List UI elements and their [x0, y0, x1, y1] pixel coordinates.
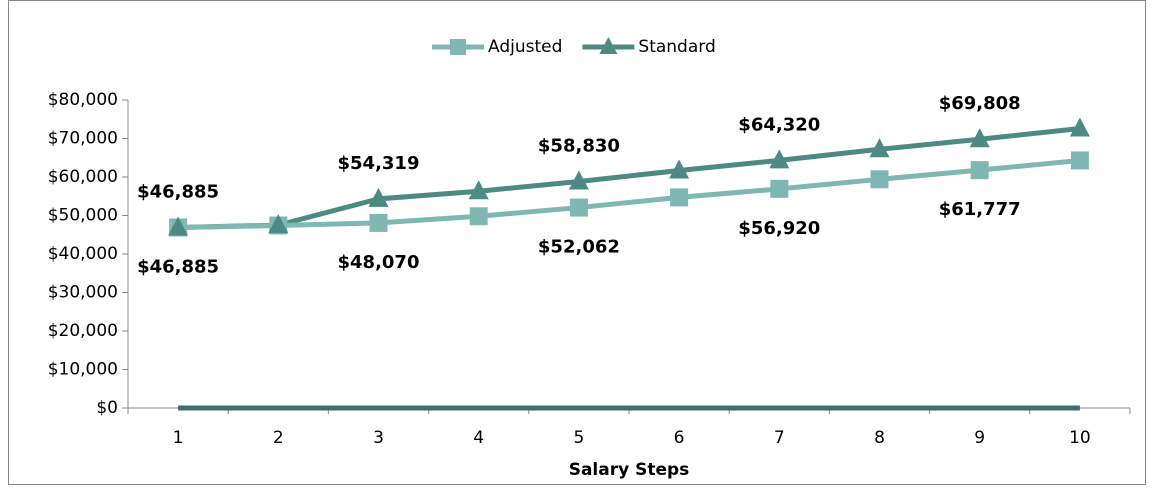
y-tick-label: $40,000: [48, 244, 118, 264]
data-label: $69,808: [939, 93, 1021, 114]
marker: [568, 170, 589, 190]
marker: [368, 187, 389, 207]
legend-marker: [599, 37, 618, 54]
marker: [268, 214, 289, 234]
legend-label: Adjusted: [488, 37, 562, 57]
legend-marker: [450, 39, 466, 55]
data-label: $54,319: [338, 153, 420, 174]
y-tick-label: $20,000: [48, 321, 118, 341]
marker: [469, 207, 488, 226]
series-line: [178, 157, 1081, 230]
legend-label: Standard: [638, 37, 715, 57]
marker: [1069, 117, 1090, 137]
data-label: $58,830: [538, 136, 620, 157]
y-tick-label: $50,000: [48, 206, 118, 226]
y-tick-label: $0: [96, 398, 118, 418]
x-tick-label: 8: [874, 428, 885, 448]
x-axis-title: Salary Steps: [569, 460, 690, 480]
x-tick-label: 4: [473, 428, 484, 448]
x-tick-label: 6: [674, 428, 685, 448]
data-label: $61,777: [939, 199, 1021, 220]
data-label: $48,070: [338, 252, 420, 273]
marker: [369, 213, 388, 232]
x-tick-label: 3: [373, 428, 384, 448]
data-label: $46,885: [137, 181, 219, 202]
marker: [168, 216, 189, 236]
marker: [670, 188, 689, 207]
marker: [869, 138, 890, 158]
data-label: $46,885: [137, 256, 219, 277]
x-tick-label: 1: [173, 428, 184, 448]
y-tick-label: $10,000: [48, 360, 118, 380]
marker: [970, 161, 989, 180]
marker: [969, 128, 990, 148]
x-tick-label: 5: [573, 428, 584, 448]
marker: [770, 179, 789, 198]
marker: [569, 198, 588, 217]
marker: [870, 170, 889, 189]
y-tick-label: $60,000: [48, 167, 118, 187]
marker: [1070, 151, 1089, 170]
y-tick-label: $80,000: [48, 90, 118, 110]
y-tick-label: $70,000: [48, 129, 118, 149]
chart-border: [8, 0, 1146, 485]
x-tick-label: 7: [774, 428, 785, 448]
marker: [769, 149, 790, 169]
x-tick-label: 2: [273, 428, 284, 448]
data-label: $64,320: [738, 114, 820, 135]
marker: [468, 180, 489, 200]
y-tick-label: $30,000: [48, 283, 118, 303]
marker: [669, 159, 690, 179]
data-label: $56,920: [738, 218, 820, 239]
data-label: $52,062: [538, 237, 620, 258]
x-tick-label: 10: [1069, 428, 1091, 448]
series-line: [178, 126, 1081, 230]
x-tick-label: 9: [974, 428, 985, 448]
